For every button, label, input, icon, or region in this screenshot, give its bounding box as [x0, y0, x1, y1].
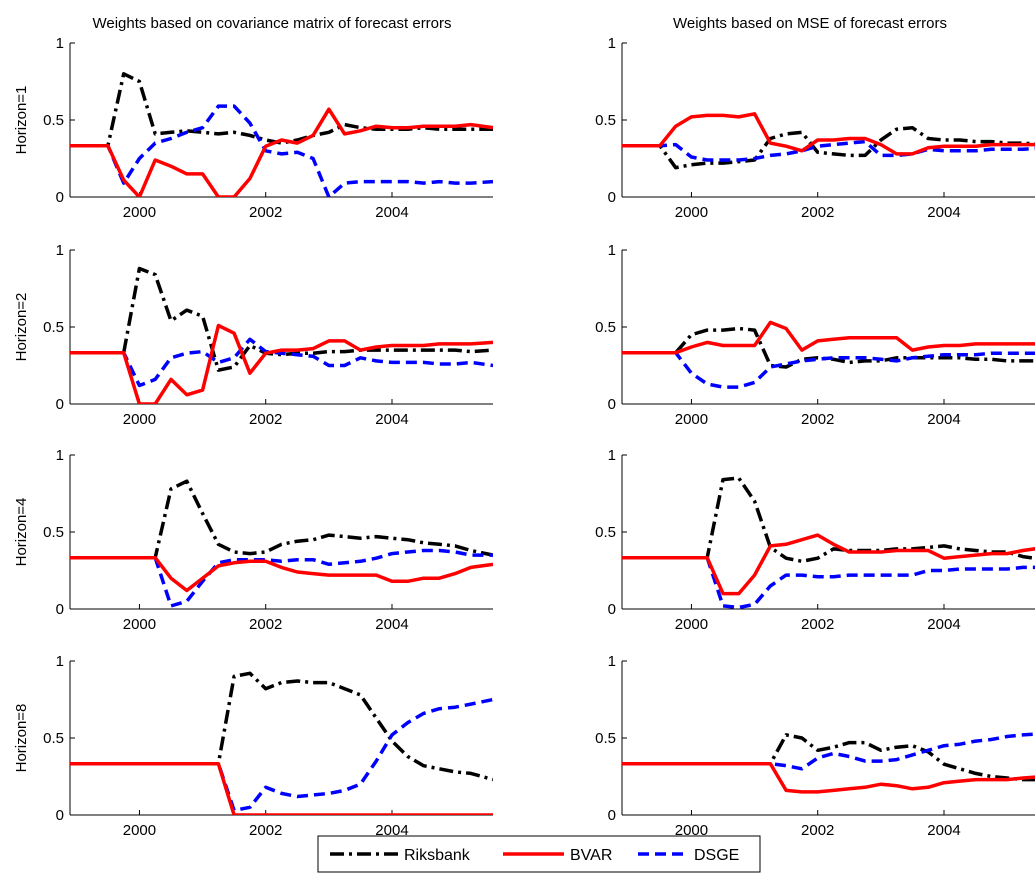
x-tick-label: 2004: [927, 616, 960, 633]
x-tick-label: 2002: [801, 616, 834, 633]
x-tick-label: 2002: [801, 411, 834, 428]
series-group: [70, 479, 493, 608]
x-tick-label: 2004: [375, 822, 408, 839]
x-tick-label: 2000: [123, 204, 156, 221]
series-group: [70, 72, 493, 197]
series-line-dsge: [622, 555, 1035, 609]
y-tick-label: 0: [56, 189, 64, 206]
x-tick-label: 2004: [927, 411, 960, 428]
y-tick-label: 0.5: [43, 730, 64, 747]
y-tick-label: 0: [608, 396, 616, 413]
x-tick-label: 2000: [675, 616, 708, 633]
y-tick-label: 1: [56, 242, 64, 259]
x-tick-label: 2000: [123, 822, 156, 839]
series-group: [70, 266, 493, 404]
series-line-bvar: [70, 761, 493, 815]
y-axis-label: Horizon=2: [13, 293, 30, 362]
x-tick-label: 2000: [675, 411, 708, 428]
x-tick-label: 2002: [249, 616, 282, 633]
series-line-bvar: [622, 533, 1035, 596]
y-tick-label: 0: [56, 601, 64, 618]
x-tick-label: 2002: [249, 411, 282, 428]
series-line-bvar: [622, 320, 1035, 355]
y-axis-label: Horizon=1: [13, 86, 30, 155]
y-tick-label: 1: [608, 35, 616, 52]
series-line-riksbank: [622, 476, 1035, 564]
y-tick-label: 0: [608, 189, 616, 206]
y-tick-label: 0: [56, 396, 64, 413]
x-tick-label: 2002: [249, 204, 282, 221]
panel-4-1: 0 0.5 1 2000 2002 2004 Horizon=8: [13, 653, 493, 839]
x-tick-label: 2004: [375, 616, 408, 633]
series-line-riksbank: [622, 326, 1035, 369]
y-tick-label: 0: [608, 601, 616, 618]
panel-4-2: 0 0.5 1 2000 2002 2004: [595, 653, 1035, 839]
y-tick-label: 0.5: [43, 112, 64, 129]
y-tick-label: 1: [608, 653, 616, 670]
series-line-bvar: [70, 107, 493, 197]
column-title-mse: Weights based on MSE of forecast errors: [673, 15, 947, 32]
panel-3-1: 0 0.5 1 2000 2002 2004 Horizon=4: [13, 447, 493, 633]
y-tick-label: 1: [56, 35, 64, 52]
series-line-riksbank: [622, 125, 1035, 170]
y-tick-label: 1: [608, 447, 616, 464]
series-line-riksbank: [70, 479, 493, 560]
series-line-riksbank: [70, 72, 493, 148]
y-tick-label: 0.5: [43, 524, 64, 541]
series-group: [622, 112, 1035, 170]
y-tick-label: 0.5: [595, 524, 616, 541]
series-line-dsge: [70, 337, 493, 388]
series-line-dsge: [622, 139, 1035, 162]
x-tick-label: 2000: [675, 204, 708, 221]
x-tick-label: 2000: [123, 411, 156, 428]
y-tick-label: 0: [608, 807, 616, 824]
column-title-covariance: Weights based on covariance matrix of fo…: [92, 15, 451, 32]
y-tick-label: 0.5: [43, 319, 64, 336]
series-line-bvar: [70, 323, 493, 404]
series-line-dsge: [70, 104, 493, 197]
series-line-bvar: [622, 112, 1035, 156]
panels: 0 0.5 1 2000 2002 2004 Horizon=1 0 0.5 1 2000 2002 2…: [13, 35, 1035, 839]
series-line-bvar: [70, 555, 493, 593]
x-tick-label: 2002: [801, 822, 834, 839]
y-tick-label: 0.5: [595, 112, 616, 129]
y-axis-label: Horizon=8: [13, 704, 30, 773]
x-tick-label: 2000: [123, 616, 156, 633]
x-tick-label: 2000: [675, 822, 708, 839]
y-tick-label: 0.5: [595, 319, 616, 336]
series-line-riksbank: [70, 266, 493, 372]
y-tick-label: 1: [608, 242, 616, 259]
x-tick-label: 2004: [375, 204, 408, 221]
y-tick-label: 0: [56, 807, 64, 824]
series-group: [622, 732, 1035, 794]
series-group: [70, 671, 493, 815]
legend: Riksbank BVAR DSGE: [317, 835, 761, 873]
panel-1-2: 0 0.5 1 2000 2002 2004: [595, 35, 1035, 221]
x-tick-label: 2004: [927, 822, 960, 839]
y-axis-label: Horizon=4: [13, 498, 30, 567]
panel-2-1: 0 0.5 1 2000 2002 2004 Horizon=2: [13, 242, 493, 428]
y-tick-label: 1: [56, 653, 64, 670]
y-tick-label: 1: [56, 447, 64, 464]
x-tick-label: 2004: [927, 204, 960, 221]
series-line-dsge: [622, 350, 1035, 389]
x-tick-label: 2002: [801, 204, 834, 221]
x-tick-label: 2002: [249, 822, 282, 839]
panel-2-2: 0 0.5 1 2000 2002 2004: [595, 242, 1035, 428]
series-group: [622, 476, 1035, 609]
legend-label-bvar: BVAR: [570, 847, 612, 864]
legend-label-dsge: DSGE: [694, 847, 739, 864]
legend-label-riksbank: Riksbank: [404, 847, 471, 864]
x-tick-label: 2004: [375, 411, 408, 428]
y-tick-label: 0.5: [595, 730, 616, 747]
column-titles: Weights based on covariance matrix of fo…: [92, 15, 947, 32]
panel-3-2: 0 0.5 1 2000 2002 2004: [595, 447, 1035, 633]
series-line-bvar: [622, 761, 1035, 794]
series-group: [622, 320, 1035, 389]
panel-1-1: 0 0.5 1 2000 2002 2004 Horizon=1: [13, 35, 493, 221]
series-line-dsge: [70, 697, 493, 813]
